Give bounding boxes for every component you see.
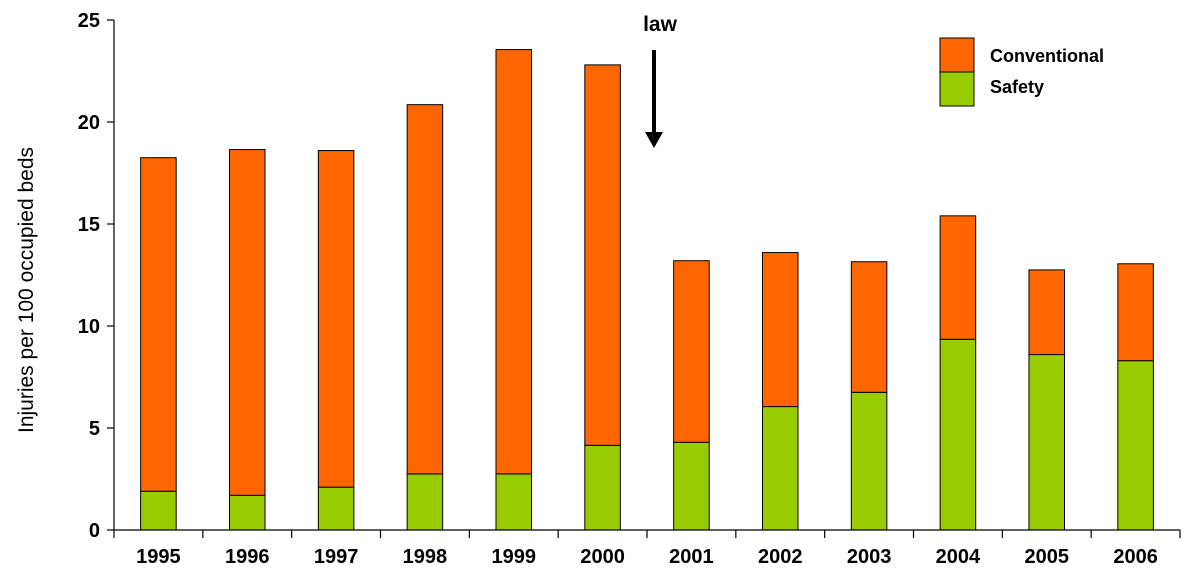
x-tick-label-1996: 1996 — [225, 546, 270, 568]
bar-conventional-2001 — [673, 260, 710, 443]
x-tick-label-1995: 1995 — [136, 546, 181, 568]
y-axis-label: Injuries per 100 occupied beds — [15, 147, 38, 433]
bar-safety-2006 — [1117, 360, 1154, 531]
y-tick-label-0: 0 — [89, 520, 100, 542]
legend-label-safety: Safety — [990, 77, 1044, 97]
bar-safety-1997 — [317, 486, 355, 531]
x-tick-label-2003: 2003 — [847, 546, 892, 568]
x-tick-label-2005: 2005 — [1025, 546, 1070, 568]
bar-safety-1999 — [495, 473, 533, 531]
y-tick-label-15: 15 — [78, 214, 100, 236]
bar-safety-2003 — [850, 391, 888, 531]
bar-safety-1995 — [140, 490, 177, 531]
y-tick-label-10: 10 — [78, 316, 100, 338]
x-tick-label-1999: 1999 — [492, 546, 537, 568]
legend-swatch-conventional — [939, 37, 975, 73]
bar-conventional-2000 — [584, 64, 621, 446]
x-tick-label-2001: 2001 — [669, 546, 714, 568]
y-tick-label-25: 25 — [78, 10, 100, 32]
bar-safety-2000 — [584, 444, 621, 531]
tick-labels-layer: 0 5 10 15 20 25 1995 1996 1997 1998 1999 2000 2001 20… — [78, 10, 1158, 568]
bar-safety-1996 — [228, 494, 266, 531]
y-tick-label-5: 5 — [89, 418, 100, 440]
bar-conventional-1996 — [228, 149, 266, 496]
legend: Conventional Safety — [939, 37, 1104, 107]
x-tick-label-1997: 1997 — [314, 546, 359, 568]
bar-safety-1998 — [406, 473, 444, 531]
bar-conventional-2003 — [850, 261, 888, 393]
bar-conventional-2002 — [761, 252, 799, 408]
bar-conventional-1997 — [317, 150, 355, 488]
legend-label-conventional: Conventional — [990, 46, 1104, 66]
bar-safety-2004 — [939, 338, 977, 531]
bar-conventional-1999 — [495, 49, 533, 475]
law-annotation: law — [643, 13, 678, 148]
bar-safety-2002 — [761, 406, 799, 531]
legend-swatch-safety — [939, 71, 975, 107]
x-tick-label-2000: 2000 — [580, 546, 625, 568]
x-tick-label-2004: 2004 — [936, 546, 981, 568]
down-arrow-icon — [645, 50, 663, 148]
y-axis-label-group: Injuries per 100 occupied beds — [15, 147, 38, 433]
x-tick-label-2002: 2002 — [758, 546, 803, 568]
axes-layer — [107, 19, 1181, 538]
bar-conventional-1998 — [406, 104, 444, 475]
law-annotation-label: law — [643, 13, 678, 36]
bar-conventional-1995 — [140, 157, 177, 492]
bar-conventional-2004 — [939, 215, 977, 340]
bar-safety-2001 — [673, 441, 710, 531]
bars-layer — [140, 49, 1154, 531]
bar-safety-2005 — [1028, 354, 1066, 531]
y-tick-label-20: 20 — [78, 112, 100, 134]
bar-conventional-2005 — [1028, 269, 1066, 356]
x-tick-label-1998: 1998 — [403, 546, 448, 568]
x-tick-label-2006: 2006 — [1113, 546, 1158, 568]
bar-conventional-2006 — [1117, 263, 1154, 362]
